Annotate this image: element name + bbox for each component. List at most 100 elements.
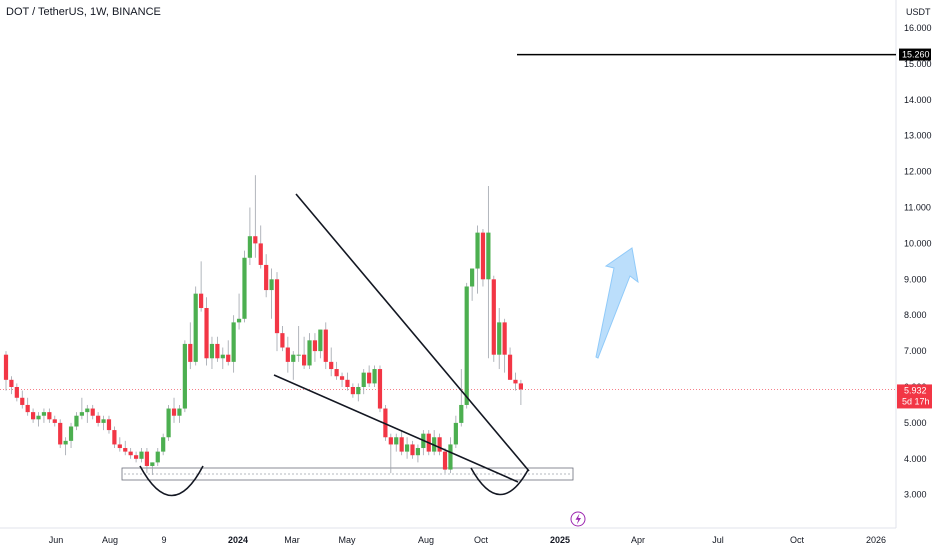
candle bbox=[58, 419, 63, 449]
candle bbox=[442, 448, 448, 474]
candle bbox=[204, 297, 209, 366]
candle bbox=[312, 333, 318, 362]
candle bbox=[25, 397, 30, 416]
symbol-title: DOT / TetherUS, 1W, BINANCE bbox=[6, 6, 161, 18]
candle bbox=[323, 322, 328, 370]
candle bbox=[128, 448, 133, 459]
falling-wedge-upper-line bbox=[295, 193, 530, 472]
candle bbox=[236, 293, 242, 330]
candle bbox=[453, 415, 458, 449]
candle bbox=[507, 347, 513, 380]
candle bbox=[459, 369, 464, 427]
candle bbox=[480, 229, 486, 287]
candle bbox=[318, 329, 323, 359]
candle bbox=[9, 376, 14, 395]
candle bbox=[356, 383, 361, 402]
x-tick-label: 2025 bbox=[550, 535, 570, 545]
x-tick-label: 2026 bbox=[866, 535, 886, 545]
y-tick-label: 15.000 bbox=[904, 59, 932, 69]
candle bbox=[123, 440, 128, 456]
candle bbox=[20, 390, 25, 409]
x-tick-label: Aug bbox=[418, 535, 434, 545]
candle bbox=[79, 397, 84, 420]
y-tick-label: 10.000 bbox=[904, 238, 932, 248]
candle bbox=[85, 404, 90, 423]
x-tick-label: Apr bbox=[631, 535, 645, 545]
candle bbox=[464, 282, 469, 409]
candle bbox=[269, 268, 274, 319]
candle bbox=[285, 336, 290, 373]
candle bbox=[31, 408, 36, 423]
candle bbox=[410, 440, 415, 459]
candle bbox=[280, 325, 285, 352]
candle bbox=[52, 415, 57, 427]
candle bbox=[388, 433, 393, 474]
candle bbox=[372, 365, 377, 387]
x-axis-ticks: Jun Aug 9 2024 Mar May Aug Oct 2025 Apr Jul Oct 2026 bbox=[49, 535, 886, 545]
candle bbox=[329, 347, 334, 377]
candle bbox=[117, 437, 122, 452]
candle bbox=[394, 433, 399, 452]
candle bbox=[486, 185, 491, 359]
y-tick-label: 5.000 bbox=[904, 418, 927, 428]
candle bbox=[470, 268, 475, 301]
target-level-label: 15.260 bbox=[902, 50, 930, 60]
left-cup-arc bbox=[139, 465, 204, 497]
y-tick-label: 16.000 bbox=[904, 23, 932, 33]
candle bbox=[367, 365, 372, 387]
candle bbox=[296, 325, 301, 362]
candle bbox=[14, 383, 19, 402]
candle bbox=[133, 451, 139, 463]
candle bbox=[96, 412, 101, 427]
candle bbox=[47, 408, 52, 423]
candle bbox=[448, 437, 453, 474]
candle bbox=[334, 361, 339, 380]
candle bbox=[291, 351, 296, 380]
candle bbox=[518, 379, 523, 405]
candle bbox=[220, 347, 225, 370]
candle bbox=[361, 369, 366, 395]
y-axis-ticks: 16.000 15.000 14.000 13.000 12.000 11.000 10.0… bbox=[904, 23, 932, 500]
y-tick-label: 4.000 bbox=[904, 454, 927, 464]
candle bbox=[502, 318, 507, 373]
x-tick-label: Oct bbox=[474, 535, 489, 545]
candle bbox=[182, 340, 187, 413]
candle bbox=[274, 272, 280, 352]
candle bbox=[247, 207, 252, 265]
candle bbox=[404, 437, 410, 459]
x-tick-label: Aug bbox=[102, 535, 118, 545]
y-tick-label: 13.000 bbox=[904, 131, 932, 141]
candle bbox=[209, 336, 215, 370]
candle bbox=[155, 448, 160, 466]
candle bbox=[150, 462, 155, 475]
candle bbox=[90, 404, 95, 420]
candle bbox=[383, 404, 388, 441]
candle bbox=[177, 404, 182, 423]
candle bbox=[415, 444, 421, 463]
candle bbox=[112, 426, 117, 449]
x-tick-label: Oct bbox=[790, 535, 805, 545]
candle bbox=[491, 275, 496, 362]
candle bbox=[421, 430, 426, 456]
candle bbox=[339, 372, 345, 387]
candle bbox=[199, 261, 204, 312]
y-tick-label: 12.000 bbox=[904, 167, 932, 177]
candle bbox=[475, 225, 480, 294]
candle bbox=[264, 254, 269, 298]
candle bbox=[350, 383, 355, 398]
last-price-label: 5.932 bbox=[904, 385, 927, 395]
candle bbox=[345, 372, 350, 391]
candle bbox=[399, 430, 404, 456]
lightning-icon[interactable] bbox=[570, 511, 586, 527]
candle bbox=[226, 340, 231, 366]
y-tick-label: 14.000 bbox=[904, 95, 932, 105]
candle bbox=[377, 365, 383, 413]
currency-label: USDT bbox=[906, 7, 931, 17]
candle bbox=[74, 412, 79, 431]
candle bbox=[101, 415, 106, 431]
x-tick-label: 9 bbox=[161, 535, 166, 545]
target-level-badge: 15.260 bbox=[899, 48, 931, 61]
x-tick-label: 2024 bbox=[228, 535, 248, 545]
candle bbox=[106, 415, 112, 434]
